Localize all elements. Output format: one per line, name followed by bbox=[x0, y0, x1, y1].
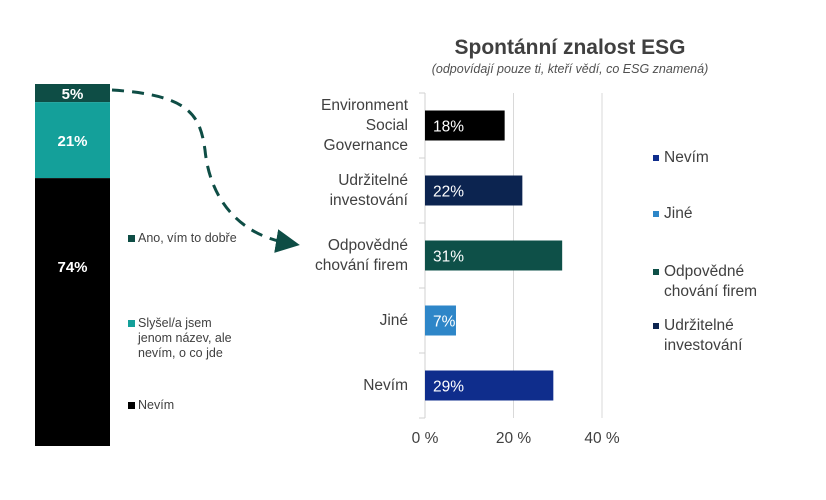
bar bbox=[425, 305, 456, 336]
chart-subtitle: (odpovídají pouze ti, kteří vědí, co ESG… bbox=[431, 62, 709, 76]
legend-swatch-icon bbox=[128, 320, 135, 327]
legend-label: Slyšel/a jsem jenom název, ale nevím, o … bbox=[138, 316, 232, 360]
x-tick-label: 20 % bbox=[495, 430, 532, 447]
right-legend-item: Udržitelné investování bbox=[653, 316, 742, 356]
legend-swatch-icon bbox=[653, 269, 659, 275]
legend-label: Nevím bbox=[138, 398, 175, 412]
legend-label: Nevím bbox=[664, 149, 709, 166]
category-label: Jiné bbox=[379, 311, 408, 329]
bar-data-label: 29% bbox=[433, 379, 464, 396]
legend-swatch-icon bbox=[128, 235, 135, 242]
left-legend-item: Nevím bbox=[128, 398, 248, 413]
legend-swatch-icon bbox=[653, 155, 659, 161]
category-label: Environment Social Governance bbox=[320, 96, 408, 154]
right-legend-item: Jiné bbox=[653, 204, 692, 224]
segment-label: 74% bbox=[57, 259, 87, 276]
x-tick-label: 0 % bbox=[411, 430, 439, 447]
bar-data-label: 31% bbox=[433, 249, 464, 266]
x-tick-label: 40 % bbox=[584, 430, 620, 447]
bar-data-label: 7% bbox=[433, 314, 456, 331]
left-legend-item: Ano, vím to dobře bbox=[128, 231, 248, 246]
legend-swatch-icon bbox=[653, 323, 659, 329]
dashed-arrow-connector bbox=[111, 88, 300, 253]
category-label: Odpovědné chování firem bbox=[314, 236, 408, 274]
bar bbox=[425, 110, 505, 141]
chart-title: Spontánní znalost ESG bbox=[454, 36, 686, 59]
segment-label: 5% bbox=[62, 86, 84, 103]
left-legend-item: Slyšel/a jsem jenom název, ale nevím, o … bbox=[128, 316, 248, 361]
legend-label: Udržitelné investování bbox=[664, 317, 743, 354]
right-legend-item: Odpovědné chování firem bbox=[653, 262, 757, 302]
legend-label: Jiné bbox=[664, 205, 693, 222]
stacked-segment bbox=[35, 178, 110, 446]
legend-label: Odpovědné chování firem bbox=[664, 263, 758, 300]
legend-swatch-icon bbox=[128, 402, 135, 409]
right-legend-item: Nevím bbox=[653, 148, 709, 168]
bar bbox=[425, 370, 554, 401]
legend-swatch-icon bbox=[653, 211, 659, 217]
segment-label: 21% bbox=[57, 133, 87, 150]
bar-data-label: 22% bbox=[433, 184, 464, 201]
bar bbox=[425, 175, 523, 206]
category-label: Udržitelné investování bbox=[329, 171, 408, 209]
bar bbox=[425, 240, 563, 271]
stacked-segment bbox=[35, 84, 110, 103]
bar-data-label: 18% bbox=[433, 119, 464, 136]
category-label: Nevím bbox=[363, 376, 408, 394]
legend-label: Ano, vím to dobře bbox=[138, 231, 237, 245]
stacked-segment bbox=[35, 102, 110, 179]
